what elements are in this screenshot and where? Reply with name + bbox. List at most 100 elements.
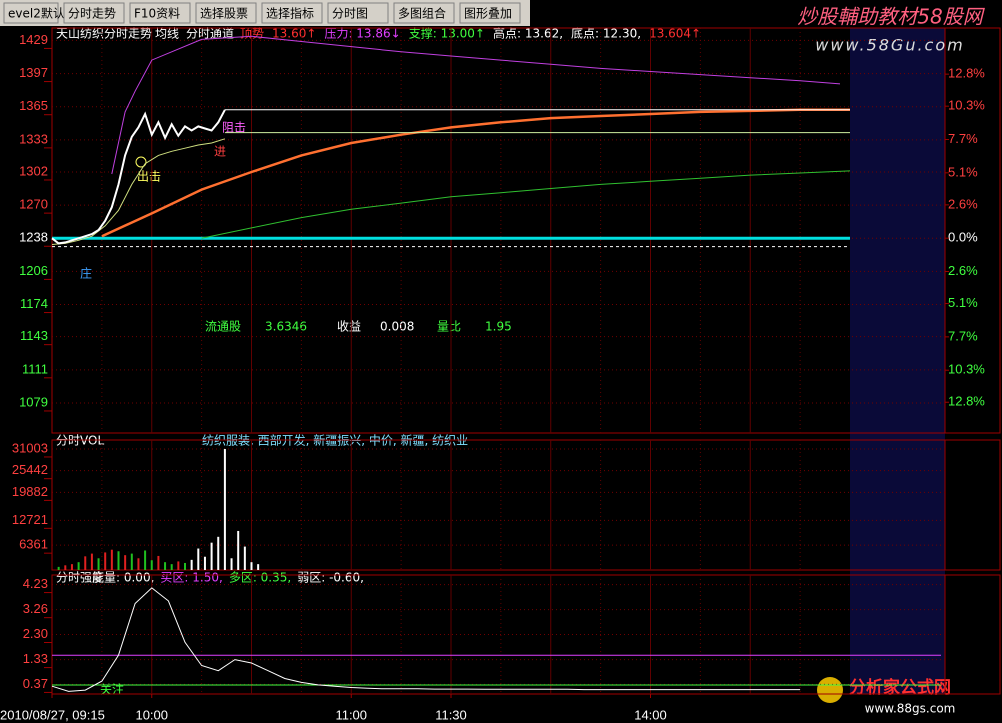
volume-bar: [223, 448, 226, 570]
x-tick-label: 2010/08/27, 09:15: [0, 707, 105, 722]
info: 1.95: [485, 320, 512, 334]
y2-tick-label: 2.6%: [948, 196, 978, 211]
volume-bar: [217, 536, 220, 570]
toolbar-button[interactable]: [393, 2, 455, 24]
toolbar-button[interactable]: [261, 2, 323, 24]
toolbar-label[interactable]: 分时走势: [68, 7, 116, 21]
info: 流通股: [205, 320, 241, 334]
y2-tick-label: 2.6%: [948, 263, 978, 278]
stat: 高点: 13.62,: [493, 26, 563, 41]
x-tick-label: 10:00: [135, 707, 168, 722]
y-tick-label: 31003: [12, 440, 48, 455]
y2-tick-label: 7.7%: [948, 131, 978, 146]
stat: 底点: 12.30,: [571, 26, 641, 41]
series-line: [51, 587, 801, 692]
toolbar-button[interactable]: [327, 2, 389, 24]
y-tick-label: 1270: [19, 197, 48, 212]
volume-bar: [124, 555, 127, 570]
y-tick-label: 1333: [19, 131, 48, 146]
toolbar-label[interactable]: 多图组合: [398, 6, 446, 21]
panel-frame: [51, 27, 1001, 434]
y2-tick-label: 12.8%: [948, 394, 985, 409]
volume-bar: [210, 542, 213, 570]
volume-bar: [157, 555, 160, 570]
volume-bar: [64, 565, 67, 570]
series-line: [51, 138, 226, 245]
indicator: 多区: 0.35,: [229, 571, 291, 585]
volume-bar: [70, 564, 73, 570]
series-line: [51, 109, 226, 245]
y-tick-label: 2.30: [23, 626, 48, 641]
y2-tick-label: 5.1%: [948, 164, 978, 179]
series-line: [101, 108, 850, 238]
y2-tick-label: 5.1%: [948, 295, 978, 310]
toolbar-button[interactable]: [63, 2, 125, 24]
stat: 13.60↑: [272, 27, 316, 41]
volume-bar: [177, 561, 180, 570]
toolbar-button[interactable]: [129, 2, 191, 24]
y-tick-label: 1365: [19, 98, 48, 113]
stat: 13.604↑: [649, 27, 701, 41]
y-tick-label: 1238: [19, 230, 48, 245]
indicator: 买区: 1.50,: [160, 571, 222, 585]
y-tick-label: 1143: [20, 328, 48, 343]
y2-tick-label: 0.0%: [948, 230, 978, 245]
y-tick-label: 1.33: [23, 651, 48, 666]
toolbar-button[interactable]: [459, 2, 521, 24]
volume-bar: [203, 556, 206, 570]
volume-bar: [243, 546, 246, 570]
y-tick-label: 0.37: [23, 676, 48, 691]
volume-bar: [84, 556, 87, 570]
indicator: 能量: 0.00,: [92, 571, 154, 585]
volume-bar: [150, 560, 153, 570]
info: 0.008: [380, 320, 414, 334]
series-line: [201, 170, 851, 239]
toolbar-label[interactable]: 选择股票: [200, 7, 248, 21]
volume-bar: [197, 548, 200, 570]
volume-bar: [77, 562, 80, 570]
volume-bar: [57, 566, 60, 570]
y2-tick-label: 7.7%: [948, 328, 978, 343]
watermark-title: 分析家公式网: [849, 677, 951, 698]
x-tick-label: 11:00: [335, 707, 367, 722]
watermark-url: www.58Gu.com: [815, 36, 964, 55]
y-tick-label: 1429: [19, 32, 48, 47]
toolbar-label[interactable]: 图形叠加: [464, 7, 512, 21]
future-area: [850, 28, 945, 694]
volume-bar: [130, 553, 133, 570]
info: 收益: [337, 320, 361, 334]
volume-bar: [184, 562, 186, 570]
volume-bar: [190, 559, 193, 570]
y-tick-label: 4.23: [23, 576, 48, 591]
info: 3.6346: [265, 320, 307, 334]
annotation: 阻击: [222, 121, 246, 135]
y-tick-label: 1079: [19, 394, 48, 409]
series-line: [111, 35, 841, 175]
volume-bar: [144, 550, 147, 570]
toolbar-label[interactable]: F10资料: [134, 7, 180, 21]
volume-bar: [104, 552, 107, 570]
toolbar-label[interactable]: 选择指标: [266, 6, 314, 21]
y-tick-label: 1302: [19, 163, 48, 178]
volume-bar: [230, 558, 233, 570]
logo: [817, 677, 843, 703]
volume-bar: [90, 553, 93, 570]
y-tick-label: 1111: [22, 361, 48, 376]
stat: 顶势: [240, 27, 264, 41]
toolbar-label[interactable]: evel2默认: [8, 6, 65, 21]
toolbar-button[interactable]: [195, 2, 257, 24]
volume-bar: [170, 564, 173, 570]
y-tick-label: 3.26: [23, 601, 48, 616]
volume-bar: [237, 530, 240, 570]
x-tick-label: 11:30: [435, 707, 467, 722]
y-tick-label: 1397: [19, 65, 48, 80]
stat: 压力: 13.86↓: [324, 27, 400, 41]
toolbar-button[interactable]: [3, 2, 59, 24]
volume-bar: [164, 562, 167, 570]
y-tick-label: 1174: [20, 296, 48, 311]
volume-bar: [110, 549, 113, 570]
toolbar-label[interactable]: 分时图: [332, 7, 368, 21]
stat: 支撑: 13.00↑: [409, 26, 485, 41]
